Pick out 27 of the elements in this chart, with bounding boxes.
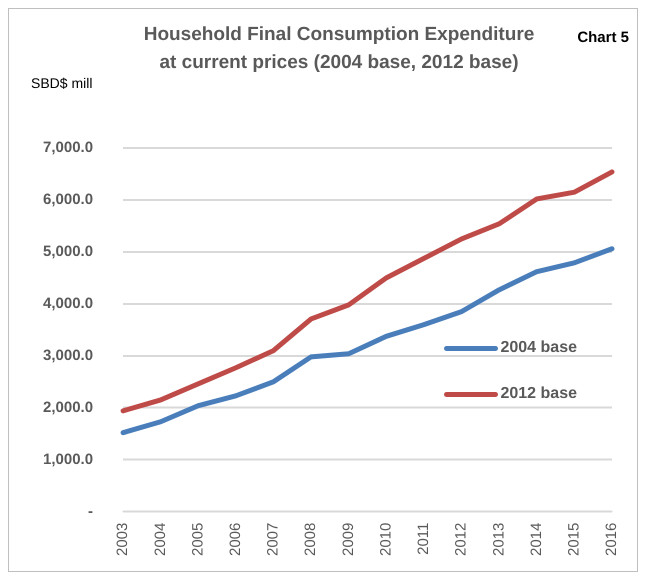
y-tick-label: 2,000.0 xyxy=(43,398,94,416)
x-tick-label: 2014 xyxy=(528,522,545,556)
x-tick-label: 2011 xyxy=(415,522,432,555)
x-tick-label: 2013 xyxy=(490,522,508,556)
x-tick-label: 2007 xyxy=(264,522,282,556)
x-tick-label: 2016 xyxy=(603,522,620,556)
y-tick-label: 1,000.0 xyxy=(43,450,94,468)
caption: Chart 5 xyxy=(577,29,629,46)
chart-title: Household Final Consumption Expenditure at current prices (2004 base, 2012 base) xyxy=(142,23,536,75)
legend-label: 2012 base xyxy=(500,385,577,403)
legend-label: 2004 base xyxy=(500,339,577,357)
y-tick-label: - xyxy=(88,502,94,520)
x-tick-label: 2006 xyxy=(227,522,244,556)
x-tick-label: 2003 xyxy=(114,522,132,556)
y-tick-label: 5,000.0 xyxy=(43,243,94,260)
x-tick-label: 2015 xyxy=(566,522,583,556)
x-tick-label: 2009 xyxy=(340,522,357,556)
x-tick-label: 2004 xyxy=(152,522,169,556)
x-tick-label: 2008 xyxy=(302,522,320,556)
y-tick-label: 3,000.0 xyxy=(43,346,94,364)
y-tick-label: 7,000.0 xyxy=(43,139,94,156)
x-tick-label: 2005 xyxy=(189,522,206,556)
y-tick-label: 6,000.0 xyxy=(43,191,94,208)
x-tick-label: 2010 xyxy=(377,522,394,556)
y-tick-label: 4,000.0 xyxy=(43,294,94,312)
x-tick-label: 2012 xyxy=(452,522,470,556)
y-axis-title: SBD$ mill xyxy=(31,75,92,91)
